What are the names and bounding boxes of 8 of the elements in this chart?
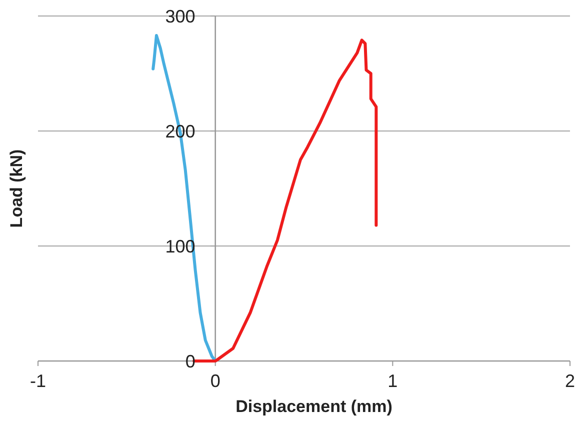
y-axis-title: Load (kN) <box>7 149 26 228</box>
x-tick-label: 1 <box>388 371 398 391</box>
x-tick-label: 2 <box>564 371 576 391</box>
x-tick-label: -1 <box>30 371 46 391</box>
x-tick-label: 0 <box>210 371 220 391</box>
y-tick-label: 300 <box>165 6 196 26</box>
x-axis-title: Displacement (mm) <box>236 397 392 416</box>
y-tick-label: 0 <box>185 351 196 372</box>
